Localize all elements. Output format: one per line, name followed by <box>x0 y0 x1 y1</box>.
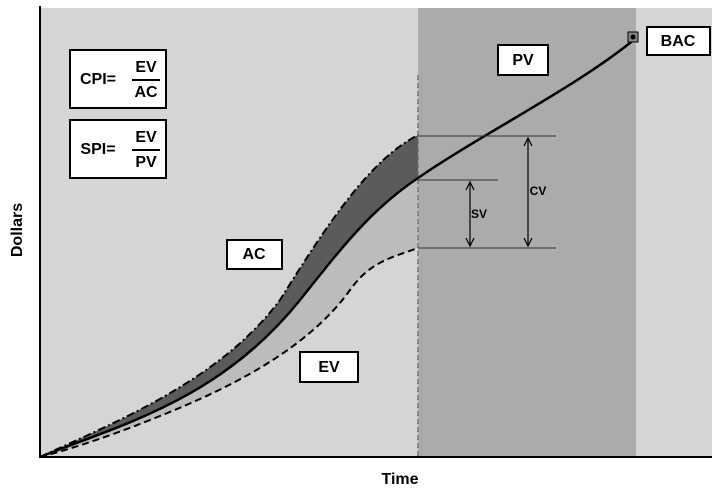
cpi-numerator: EV <box>135 59 157 76</box>
pv-curve <box>39 37 637 459</box>
pv-label: PV <box>512 52 534 69</box>
bac-point <box>630 34 636 40</box>
ev-label: EV <box>318 359 340 376</box>
bac-label: BAC <box>661 33 696 50</box>
ev-curve <box>39 247 419 458</box>
pv-box <box>497 44 549 76</box>
sv-arrow <box>465 180 475 248</box>
spi-numerator: EV <box>135 129 157 146</box>
future-region <box>418 8 636 457</box>
cost-variance-fill <box>40 135 418 457</box>
y-axis-label: Dollars <box>9 203 26 257</box>
cv-label: CV <box>530 184 547 198</box>
cpi-name: CPI= <box>80 71 116 88</box>
x-axis-label: Time <box>381 471 418 488</box>
sv-label: SV <box>471 207 487 221</box>
ev-box <box>299 351 359 383</box>
cv-arrow <box>523 136 533 248</box>
bac-box <box>646 26 711 56</box>
ac-box <box>226 239 283 270</box>
cpi-denominator: AC <box>134 84 158 101</box>
spi-name: SPI= <box>80 141 115 158</box>
spi-denominator: PV <box>135 154 157 171</box>
ac-label: AC <box>242 246 266 263</box>
